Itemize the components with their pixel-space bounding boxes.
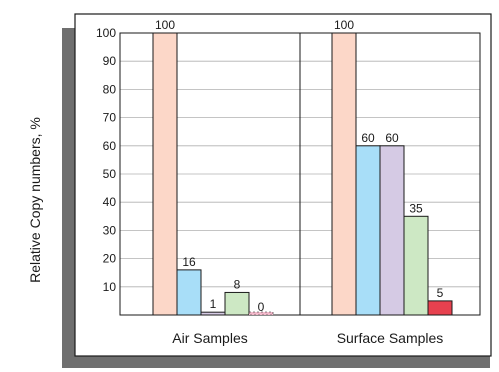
y-tick-label-80: 80 [103,82,117,96]
bar-0-3 [224,291,250,316]
y-tick-label-30: 30 [103,223,117,237]
data-label-1-0: 100 [334,18,354,32]
y-tick-label-60: 60 [103,139,117,153]
y-tick-label-10: 10 [103,280,117,294]
bar-1-1 [355,145,381,316]
y-tick-label-50: 50 [103,167,117,181]
bar-1-2 [379,145,405,316]
y-tick-label-20: 20 [103,252,117,266]
data-label-1-2: 60 [385,131,399,145]
data-label-1-1: 60 [361,131,375,145]
x-category-label-0: Air Samples [172,330,247,346]
bar-0-2 [200,311,226,316]
y-axis-label: Relative Copy numbers, % [27,117,43,283]
bar-0-1 [176,269,202,316]
data-label-1-4: 5 [437,286,444,300]
y-tick-label-70: 70 [103,111,117,125]
bar-1-4 [427,300,453,316]
data-label-0-3: 8 [234,277,241,291]
data-label-0-1: 16 [182,255,196,269]
bar-0-0 [152,32,178,316]
y-tick-label-90: 90 [103,54,117,68]
bar-1-0 [331,32,357,316]
data-label-0-0: 100 [155,18,175,32]
x-category-label-1: Surface Samples [337,330,444,346]
bar-0-4 [248,311,274,316]
y-tick-label-40: 40 [103,195,117,209]
data-label-0-4: 0 [258,300,265,314]
data-label-0-2: 1 [210,297,217,311]
data-label-1-3: 35 [409,201,423,215]
y-tick-label-100: 100 [96,26,116,40]
bar-1-3 [403,215,429,316]
